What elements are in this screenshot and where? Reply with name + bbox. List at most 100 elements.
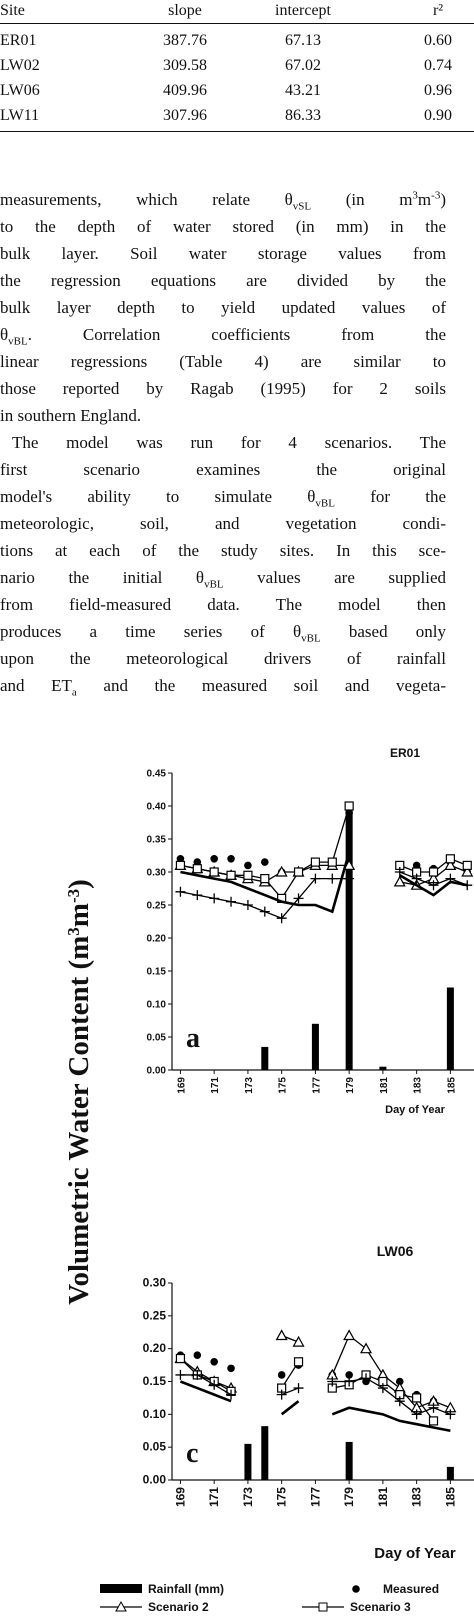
- point: [344, 801, 354, 811]
- text: values are supplied: [223, 568, 446, 587]
- text: tions at each of the study sites. In thi…: [0, 541, 446, 560]
- point: [243, 870, 253, 880]
- x-tick-label: 173: [241, 1487, 255, 1507]
- text: (in m: [311, 190, 413, 209]
- series-line: [180, 871, 468, 919]
- point: [411, 873, 422, 884]
- text-line: those reported by Ragab (1995) for 2 soi…: [0, 379, 446, 399]
- x-axis-label: Day of Year: [385, 1104, 445, 1116]
- x-tick-label: 177: [311, 1077, 322, 1094]
- point: [192, 864, 202, 874]
- superscript: -3: [64, 889, 83, 903]
- rain-bar: [261, 1426, 269, 1480]
- superscript: 3: [64, 927, 83, 936]
- x-tick-label: 169: [173, 1487, 187, 1507]
- point: [395, 1377, 404, 1386]
- point: [260, 858, 269, 866]
- x-tick-label: 183: [410, 1487, 424, 1507]
- point: [360, 1342, 373, 1354]
- legend-label: Scenario 3: [350, 1600, 411, 1614]
- point: [193, 858, 202, 866]
- point: [276, 1389, 287, 1400]
- text-line: bulk layer. Soil water storage values fr…: [0, 244, 446, 264]
- y-tick-label: 0.45: [147, 769, 167, 780]
- table-cell: slope: [168, 2, 202, 19]
- legend-label: Measured: [383, 1582, 439, 1596]
- y-tick-label: 0.20: [143, 1341, 167, 1355]
- text-line: model's ability to simulate θvBL for the: [0, 487, 446, 510]
- text-line: bulk layer depth to yield updated values…: [0, 298, 446, 318]
- point: [345, 1371, 353, 1379]
- text: and ET: [0, 676, 72, 695]
- table-cell: 387.76: [163, 32, 207, 49]
- y-tick-label: 0.15: [143, 1374, 167, 1388]
- table-cell: LW11: [0, 107, 40, 124]
- point: [293, 1357, 304, 1367]
- y-tick-label: 0.15: [147, 967, 167, 978]
- y-axis-label: Volumetric Water Content (m3m-3): [63, 879, 95, 1305]
- point: [227, 1364, 235, 1373]
- x-tick-label: 181: [379, 1077, 390, 1094]
- text: for the: [334, 487, 446, 506]
- table-cell: 0.96: [424, 82, 452, 99]
- rain-bar: [345, 812, 353, 1070]
- table-rule: [0, 131, 474, 132]
- table-cell: 0.90: [424, 107, 452, 124]
- text-line: in southern England.: [0, 406, 446, 426]
- text: The model was run for 4 scenarios. The: [12, 433, 446, 452]
- y-tick-label: 0.40: [147, 802, 167, 813]
- table-cell: LW02: [0, 57, 40, 74]
- point: [412, 861, 421, 870]
- superscript: 3: [412, 189, 418, 202]
- text: first scenario examines the original: [0, 460, 446, 479]
- rain-bar: [446, 1466, 454, 1480]
- text-line: upon the meteorological drivers of rainf…: [0, 649, 446, 669]
- point: [227, 855, 235, 863]
- point: [327, 873, 338, 884]
- point: [394, 1396, 405, 1407]
- table-cell: ER01: [0, 32, 37, 49]
- x-tick-label: 171: [210, 1077, 221, 1094]
- point: [275, 1329, 288, 1341]
- legend-label: Scenario 2: [148, 1600, 209, 1614]
- x-tick-label: 179: [342, 1487, 356, 1507]
- y-tick-label: 0.25: [143, 1308, 167, 1322]
- point: [428, 880, 439, 891]
- text: linear regressions (Table 4) are similar…: [0, 352, 446, 371]
- point: [226, 896, 237, 907]
- point: [209, 1379, 220, 1390]
- text: meteorologic, soil, and vegetation condi…: [0, 514, 446, 533]
- subscript: vBL: [301, 632, 321, 645]
- rain-bar: [345, 1441, 353, 1480]
- point: [259, 906, 270, 917]
- text-line: produces a time series of θvBL based onl…: [0, 622, 446, 645]
- point: [277, 1371, 286, 1379]
- text: . Correlation coefficients from the: [27, 325, 446, 344]
- subscript: vBL: [204, 578, 224, 591]
- text: produces a time series of θ: [0, 622, 302, 641]
- point: [226, 1389, 237, 1400]
- y-tick-label: 0.10: [143, 1407, 167, 1421]
- legend-label: Rainfall (mm): [148, 1582, 224, 1596]
- text-line: from field-measured data. The model then: [0, 595, 446, 615]
- legend-marker: [352, 1585, 360, 1593]
- point: [361, 1373, 372, 1384]
- point: [210, 1358, 218, 1366]
- text: upon the meteorological drivers of rainf…: [0, 649, 446, 668]
- point: [428, 867, 439, 877]
- superscript: -3: [431, 189, 441, 202]
- x-axis-label: Day of Year: [374, 1545, 456, 1562]
- table-cell: 67.13: [285, 32, 321, 49]
- x-tick-label: 177: [308, 1487, 322, 1507]
- rain-bar: [379, 1066, 387, 1070]
- text: θ: [0, 325, 9, 344]
- text-line: tions at each of the study sites. In thi…: [0, 541, 446, 561]
- subscript: vBL: [315, 497, 335, 510]
- x-tick-label: 171: [207, 1487, 221, 1507]
- text: and the measured soil and vegeta-: [76, 676, 446, 695]
- text-line: θvBL. Correlation coefficients from the: [0, 325, 446, 347]
- y-tick-label: 0.30: [143, 1276, 167, 1290]
- point: [462, 860, 472, 871]
